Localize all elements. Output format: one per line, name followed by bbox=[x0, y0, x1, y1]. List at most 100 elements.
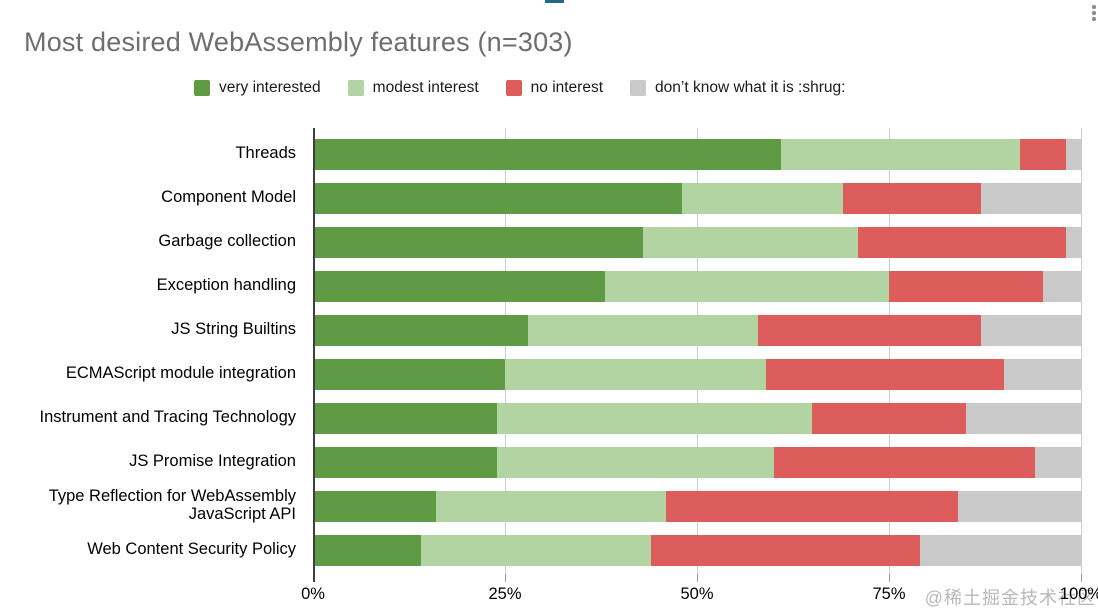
legend-item: don’t know what it is :shrug: bbox=[630, 79, 845, 97]
category-label: Web Content Security Policy bbox=[87, 540, 296, 559]
category-label: ECMAScript module integration bbox=[65, 364, 296, 383]
bar-segment bbox=[435, 490, 667, 522]
legend-swatch-icon bbox=[347, 80, 364, 96]
axis-tick bbox=[889, 574, 890, 582]
bar-segment bbox=[313, 358, 505, 390]
bar-segment bbox=[643, 226, 859, 258]
category-label: Component Model bbox=[161, 188, 296, 207]
bar-segment bbox=[313, 182, 682, 214]
legend-label: modest interest bbox=[372, 79, 479, 96]
chart-title: Most desired WebAssembly features (n=303… bbox=[24, 27, 573, 57]
bar-segment bbox=[681, 182, 843, 214]
bar-row bbox=[313, 220, 1081, 264]
bar-row bbox=[313, 132, 1081, 176]
bar-segment bbox=[497, 446, 774, 478]
bar-segment bbox=[313, 138, 782, 170]
bar-row bbox=[313, 528, 1081, 572]
axis-tick-label: 75% bbox=[872, 585, 906, 603]
bar-segment bbox=[497, 402, 813, 434]
bar-segment bbox=[505, 358, 767, 390]
stacked-bar bbox=[313, 534, 1081, 566]
legend-item: very interested bbox=[194, 79, 321, 97]
bar-segment bbox=[842, 182, 982, 214]
plot-area bbox=[313, 128, 1082, 574]
bar-row bbox=[313, 308, 1081, 352]
kebab-dot bbox=[1092, 11, 1096, 15]
gridline bbox=[697, 128, 698, 574]
top-edge-artifact bbox=[545, 0, 564, 3]
stacked-bar bbox=[313, 182, 1081, 214]
y-axis-line bbox=[313, 128, 315, 582]
kebab-dot bbox=[1092, 17, 1096, 21]
bar-segment bbox=[1019, 138, 1066, 170]
axis-tick bbox=[697, 574, 698, 582]
bar-row bbox=[313, 484, 1081, 528]
bar-segment bbox=[650, 534, 920, 566]
category-label: Garbage collection bbox=[158, 232, 296, 251]
bar-row bbox=[313, 352, 1081, 396]
bar-segment bbox=[420, 534, 651, 566]
axis-tick bbox=[505, 574, 506, 582]
bar-segment bbox=[1065, 226, 1081, 258]
bar-segment bbox=[766, 358, 1005, 390]
bar-segment bbox=[1034, 446, 1081, 478]
legend-label: no interest bbox=[530, 79, 604, 96]
axis-tick-label: 50% bbox=[680, 585, 714, 603]
legend-label: very interested bbox=[219, 79, 321, 96]
gridline bbox=[505, 128, 506, 574]
bar-segment bbox=[313, 446, 498, 478]
stacked-bar bbox=[313, 358, 1081, 390]
stacked-bar bbox=[313, 138, 1081, 170]
stacked-bar bbox=[313, 446, 1081, 478]
bar-segment bbox=[965, 402, 1081, 434]
bar-segment bbox=[313, 402, 498, 434]
bar-segment bbox=[958, 490, 1081, 522]
bar-segment bbox=[666, 490, 959, 522]
legend-item: modest interest bbox=[347, 79, 479, 97]
category-label: JS String Builtins bbox=[171, 320, 296, 339]
bar-segment bbox=[313, 490, 436, 522]
bar-segment bbox=[919, 534, 1081, 566]
bar-segment bbox=[812, 402, 966, 434]
stacked-bar bbox=[313, 490, 1081, 522]
legend-swatch-icon bbox=[505, 80, 522, 96]
bar-segment bbox=[1004, 358, 1081, 390]
bar-row bbox=[313, 264, 1081, 308]
bar-segment bbox=[758, 314, 982, 346]
bar-segment bbox=[313, 534, 421, 566]
gridline bbox=[889, 128, 890, 574]
category-label: Exception handling bbox=[156, 276, 296, 295]
category-label: JS Promise Integration bbox=[129, 452, 296, 471]
bar-segment bbox=[981, 314, 1081, 346]
category-label: Threads bbox=[235, 144, 296, 163]
axis-tick-labels: 0% 25% 50% 75% 100% bbox=[301, 585, 1098, 607]
category-label: Type Reflection for WebAssembly JavaScri… bbox=[48, 487, 296, 523]
bar-segment bbox=[781, 138, 1020, 170]
bar-segment bbox=[888, 270, 1043, 302]
legend-item: no interest bbox=[505, 79, 604, 97]
gridline bbox=[1081, 128, 1082, 574]
bar-segment bbox=[604, 270, 889, 302]
bar-segment bbox=[1065, 138, 1081, 170]
bar-segment bbox=[773, 446, 1035, 478]
kebab-menu-icon[interactable] bbox=[1092, 5, 1096, 21]
legend-swatch-icon bbox=[194, 80, 210, 96]
bar-row bbox=[313, 440, 1081, 484]
axis-tick-label: 0% bbox=[301, 585, 325, 603]
bar-segment bbox=[981, 182, 1081, 214]
watermark-text: @稀土掘金技术社区 bbox=[924, 588, 1096, 608]
stacked-bar bbox=[313, 314, 1081, 346]
legend-label: don’t know what it is :shrug: bbox=[655, 79, 846, 96]
axis-tick bbox=[1081, 574, 1082, 582]
chart-legend: very interested modest interest no interes… bbox=[194, 79, 845, 97]
category-labels: Threads Component Model Garbage collection… bbox=[0, 132, 305, 572]
bar-segment bbox=[528, 314, 759, 346]
stacked-bar bbox=[313, 226, 1081, 258]
legend-swatch-icon bbox=[630, 80, 647, 96]
stacked-bar bbox=[313, 402, 1081, 434]
axis-ticks bbox=[313, 574, 1082, 582]
bar-row bbox=[313, 396, 1081, 440]
bar-segment bbox=[313, 226, 644, 258]
bar-rows bbox=[313, 132, 1081, 572]
axis-tick-label: 25% bbox=[488, 585, 522, 603]
